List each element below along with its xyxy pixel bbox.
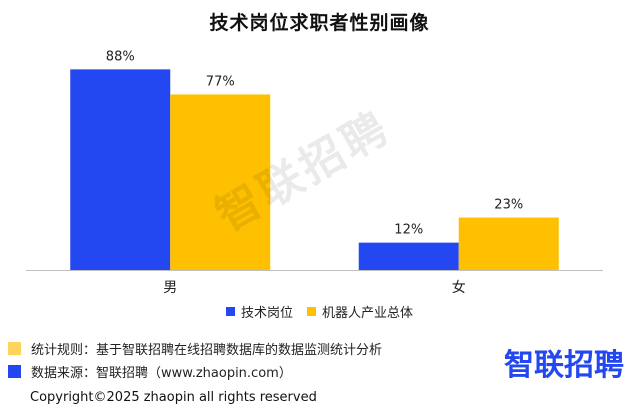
bar-2-1 (170, 94, 271, 270)
data-label-1-1: 88% (106, 49, 135, 64)
bar-1-2 (358, 242, 459, 270)
bar-2-2 (458, 217, 559, 270)
bar-1-1 (70, 69, 171, 270)
logo-wordmark: 智联招聘 (504, 348, 624, 383)
note-marker-yellow (8, 342, 21, 355)
note-statistics-rule: 统计规则：基于智联招聘在线招聘数据库的数据监测统计分析 (8, 339, 382, 358)
copyright: Copyright©2025 zhaopin all rights reserv… (30, 390, 317, 405)
note-marker-blue (8, 365, 21, 378)
note-text-statistics-rule: 统计规则：基于智联招聘在线招聘数据库的数据监测统计分析 (31, 343, 383, 358)
legend-label-series-2: 机器人产业总体 (322, 306, 414, 321)
bar-chart: 88% 77% 男 12% 23% 女 (26, 49, 603, 296)
chart-title: 技术岗位求职者性别画像 (209, 12, 430, 34)
data-label-2-1: 77% (206, 74, 235, 89)
legend-label-series-1: 技术岗位 (240, 306, 293, 321)
legend-item-series-2: 机器人产业总体 (307, 302, 413, 321)
legend-swatch-series-2 (307, 307, 316, 316)
data-label-1-2: 12% (394, 223, 423, 238)
legend: 技术岗位 机器人产业总体 (0, 302, 639, 321)
data-label-2-2: 23% (494, 198, 523, 213)
note-text-data-source: 数据来源：智联招聘（www.zhaopin.com） (31, 366, 292, 381)
x-tick-label-2: 女 (452, 279, 466, 296)
zhaopin-logo: 智联招聘 (504, 348, 624, 383)
note-data-source: 数据来源：智联招聘（www.zhaopin.com） (8, 362, 292, 381)
legend-item-series-1: 技术岗位 (225, 302, 293, 321)
x-tick-label-1: 男 (163, 280, 177, 296)
legend-swatch-series-1 (225, 307, 235, 316)
